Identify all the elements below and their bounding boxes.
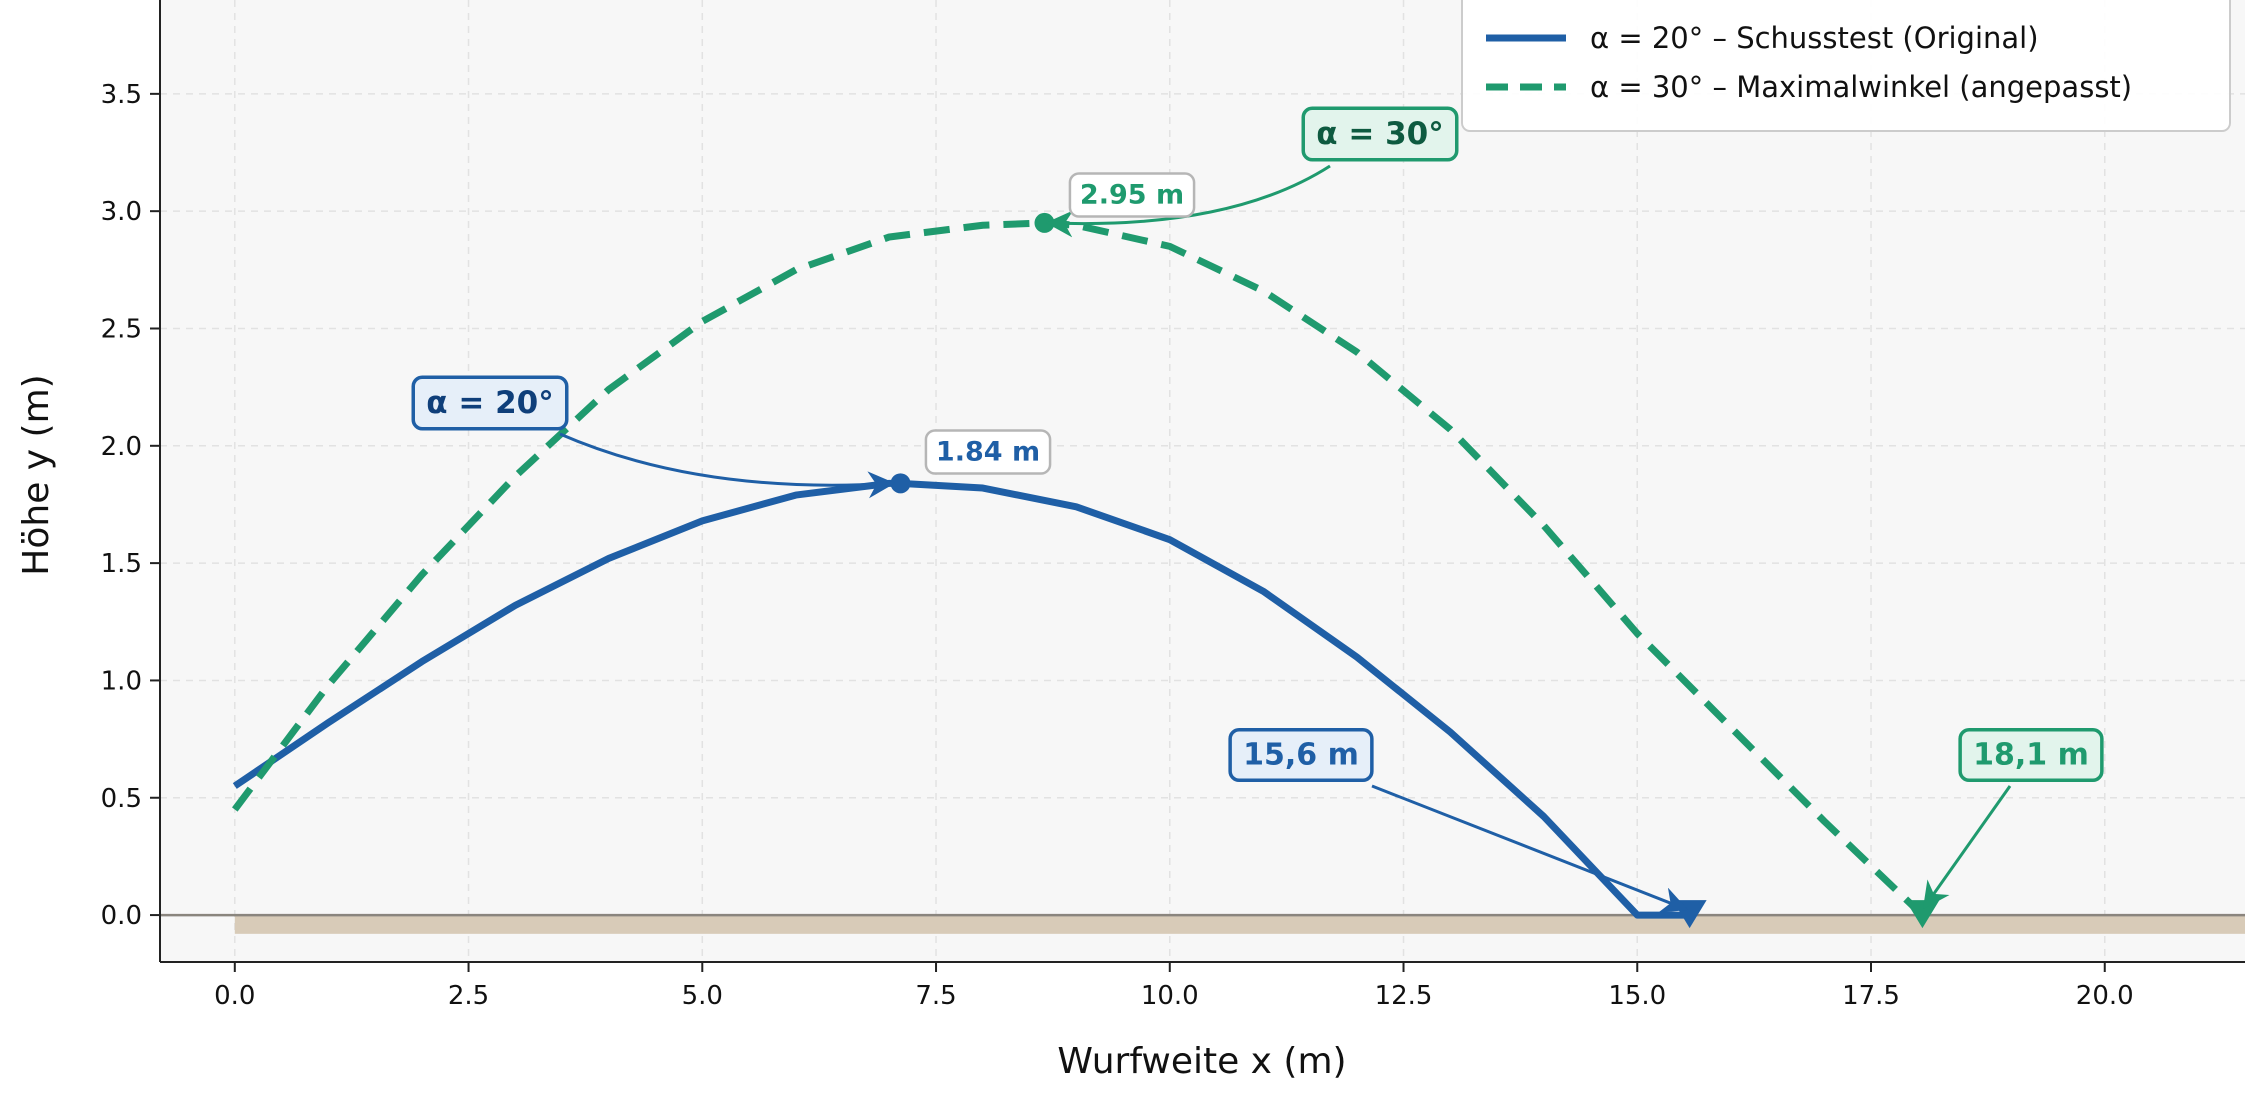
landing-label-2-group: 18,1 m bbox=[1958, 727, 2104, 783]
y-tick-label: 0.5 bbox=[101, 784, 142, 814]
apex-label-1-box bbox=[924, 429, 1052, 475]
landing-label-2-box bbox=[1958, 727, 2104, 783]
x-tick-label: 20.0 bbox=[2076, 981, 2134, 1011]
angle-arrow-1 bbox=[559, 432, 896, 499]
y-axis-label: Höhe y (m) bbox=[16, 374, 57, 575]
x-tick-label: 15.0 bbox=[1608, 981, 1666, 1011]
angle-label-1-group: α = 20° bbox=[411, 375, 569, 431]
landing-label-1-box bbox=[1228, 727, 1374, 783]
y-tick-label: 1.5 bbox=[101, 549, 142, 579]
legend-label-1: α = 20° – Schusstest (Original) bbox=[1590, 21, 2039, 55]
landing-label-2: 18,1 m bbox=[1973, 738, 2089, 773]
apex-label-2: 2.95 m bbox=[1080, 180, 1184, 211]
angle-label-2-box bbox=[1301, 106, 1459, 162]
axes: 0.0 2.5 5.0 7.5 10.0 12.5 15.0 17.5 20.0 0.0 0.5 1.… bbox=[101, 0, 2245, 1011]
apex-label-1-group: 1.84 m bbox=[924, 429, 1052, 475]
landing-arrow-2 bbox=[1922, 785, 2012, 910]
angle-label-1: α = 20° bbox=[426, 385, 554, 421]
legend: α = 20° – Schusstest (Original) α = 30° –… bbox=[1461, 0, 2231, 132]
legend-box bbox=[1461, 0, 2231, 132]
x-tick-label: 17.5 bbox=[1842, 981, 1900, 1011]
x-tick-label: 0.0 bbox=[214, 981, 255, 1011]
landing-arrow-1 bbox=[1371, 784, 1689, 913]
y-tick-label: 2.0 bbox=[101, 432, 142, 462]
y-tick-label: 2.5 bbox=[101, 314, 142, 344]
apex-label-2-group: 2.95 m bbox=[1068, 172, 1196, 218]
plot-area bbox=[160, 0, 2245, 962]
y-tick-label: 1.0 bbox=[101, 666, 142, 696]
legend-label-2: α = 30° – Maximalwinkel (angepasst) bbox=[1590, 70, 2132, 104]
angle-label-2-group: α = 30° bbox=[1301, 106, 1459, 162]
y-tick-label: 3.5 bbox=[101, 80, 142, 110]
y-tick-label: 3.0 bbox=[101, 197, 142, 227]
apex-marker-1 bbox=[890, 473, 911, 494]
angle-label-1-box bbox=[411, 375, 569, 431]
y-tick-label: 0.0 bbox=[101, 901, 142, 931]
series-line-1 bbox=[232, 479, 1690, 919]
apex-label-2-box bbox=[1068, 172, 1196, 218]
ground-fill bbox=[234, 915, 2245, 934]
x-tick-label: 12.5 bbox=[1375, 981, 1433, 1011]
x-tick-label: 10.0 bbox=[1141, 981, 1199, 1011]
landing-label-1: 15,6 m bbox=[1243, 738, 1359, 773]
x-tick-label: 5.0 bbox=[682, 981, 723, 1011]
angle-arrow-2 bbox=[1045, 164, 1331, 238]
angle-label-2: α = 30° bbox=[1316, 116, 1444, 152]
x-tick-label: 2.5 bbox=[448, 981, 489, 1011]
apex-label-1: 1.84 m bbox=[936, 437, 1040, 468]
x-axis-label: Wurfweite x (m) bbox=[1057, 1041, 1346, 1082]
annotations-layer: α = 20° α = 30° 1.84 m 2.95 m 15,6 m 18,1 m bbox=[411, 106, 2104, 913]
ground-strip bbox=[160, 913, 2245, 934]
landing-label-1-group: 15,6 m bbox=[1228, 727, 1374, 783]
x-tick-label: 7.5 bbox=[915, 981, 956, 1011]
